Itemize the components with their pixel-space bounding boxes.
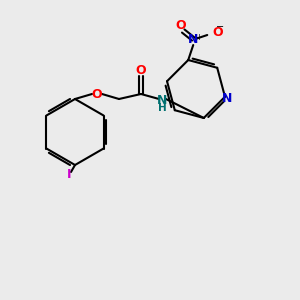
Text: −: − — [216, 22, 224, 32]
Text: N: N — [222, 92, 232, 105]
Text: O: O — [92, 88, 102, 100]
Text: N: N — [157, 94, 167, 106]
Text: I: I — [67, 167, 71, 181]
Text: H: H — [158, 103, 166, 113]
Text: O: O — [212, 26, 223, 38]
Text: O: O — [136, 64, 146, 77]
Text: +: + — [195, 32, 202, 41]
Text: O: O — [175, 19, 185, 32]
Text: N: N — [188, 32, 198, 46]
